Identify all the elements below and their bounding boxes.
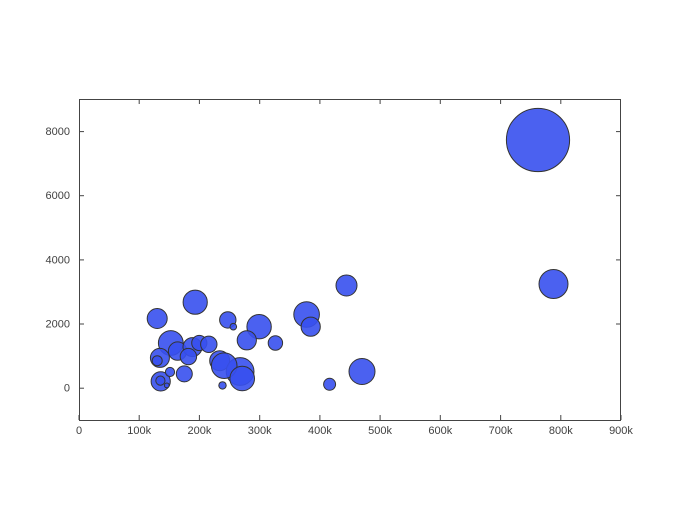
svg-text:200k: 200k [187, 425, 211, 437]
svg-text:400k: 400k [308, 425, 332, 437]
svg-text:600k: 600k [428, 425, 452, 437]
svg-text:100k: 100k [127, 425, 151, 437]
svg-text:2000: 2000 [46, 319, 70, 331]
svg-text:4000: 4000 [46, 254, 70, 266]
svg-text:0: 0 [76, 425, 82, 437]
svg-text:8000: 8000 [46, 126, 70, 138]
svg-text:6000: 6000 [46, 190, 70, 202]
svg-text:700k: 700k [489, 425, 513, 437]
svg-text:500k: 500k [368, 425, 392, 437]
svg-text:800k: 800k [549, 425, 573, 437]
svg-text:300k: 300k [248, 425, 272, 437]
svg-text:900k: 900k [609, 425, 633, 437]
svg-text:0: 0 [64, 383, 70, 395]
